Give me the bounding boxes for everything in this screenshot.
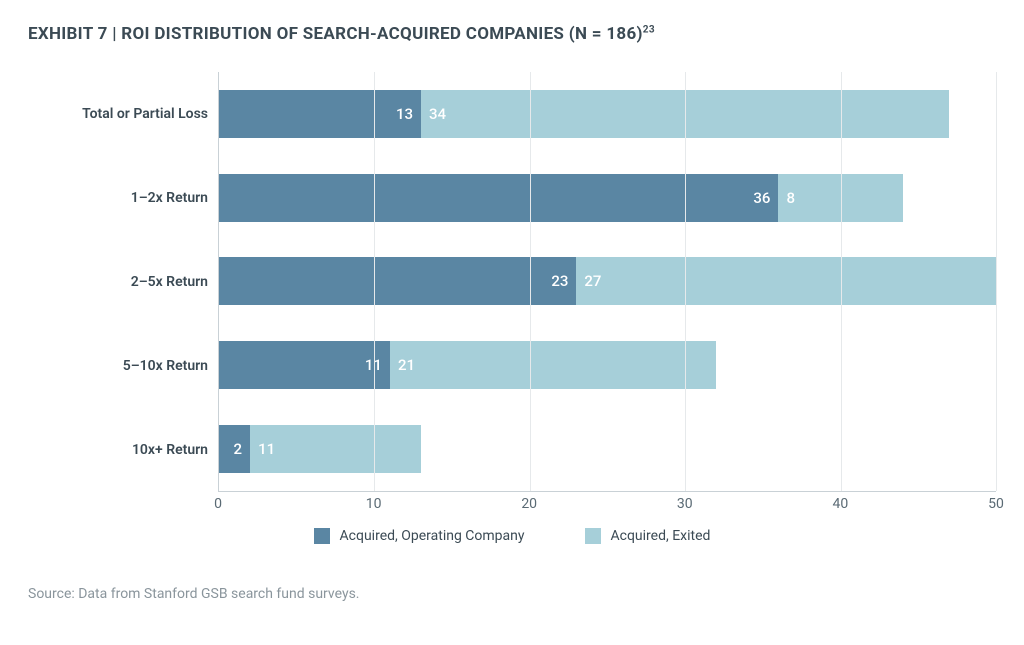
grid-line (374, 72, 375, 491)
exhibit-title: EXHIBIT 7 | ROI DISTRIBUTION OF SEARCH-A… (28, 24, 996, 44)
y-axis-label: 1–2x Return (131, 188, 208, 208)
source-note: Source: Data from Stanford GSB search fu… (28, 586, 996, 602)
bar-segment-operating: 11 (219, 341, 390, 389)
x-tick-label: 50 (988, 496, 1004, 512)
grid-line (841, 72, 842, 491)
bar-segment-operating: 13 (219, 90, 421, 138)
bar-row: 368 (219, 174, 996, 222)
bar-segment-operating: 36 (219, 174, 778, 222)
bar-segment-operating: 23 (219, 257, 576, 305)
title-footnote: 23 (643, 24, 655, 35)
legend: Acquired, Operating Company Acquired, Ex… (28, 528, 996, 544)
title-text: EXHIBIT 7 | ROI DISTRIBUTION OF SEARCH-A… (28, 24, 643, 44)
y-axis-label: 5–10x Return (123, 356, 208, 376)
roi-chart: Total or Partial Loss 1–2x Return 2–5x Ret… (28, 72, 996, 544)
legend-label-operating: Acquired, Operating Company (340, 528, 525, 544)
plot-area: 133436823271121211 (218, 72, 996, 492)
bar-row: 1334 (219, 90, 996, 138)
y-axis-label: 2–5x Return (131, 272, 208, 292)
y-axis-labels: Total or Partial Loss 1–2x Return 2–5x Ret… (28, 72, 218, 492)
legend-swatch-exited (585, 528, 601, 544)
x-tick-label: 20 (521, 496, 537, 512)
grid-line (685, 72, 686, 491)
x-axis: 01020304050 (218, 492, 996, 514)
y-axis-label: 10x+ Return (132, 440, 208, 460)
grid-line (996, 72, 997, 491)
bar-segment-exited: 21 (390, 341, 716, 389)
x-tick-label: 30 (677, 496, 693, 512)
x-tick-label: 10 (366, 496, 382, 512)
y-axis-label: Total or Partial Loss (82, 104, 208, 124)
legend-label-exited: Acquired, Exited (611, 528, 711, 544)
bar-segment-exited: 27 (576, 257, 996, 305)
legend-item-exited: Acquired, Exited (585, 528, 711, 544)
chart-area: Total or Partial Loss 1–2x Return 2–5x Ret… (28, 72, 996, 492)
bar-segment-exited: 11 (250, 425, 421, 473)
bar-row: 2327 (219, 257, 996, 305)
x-tick-label: 0 (214, 496, 222, 512)
bar-segment-operating: 2 (219, 425, 250, 473)
bar-row: 211 (219, 425, 996, 473)
x-tick-label: 40 (833, 496, 849, 512)
grid-line (530, 72, 531, 491)
bar-row: 1121 (219, 341, 996, 389)
legend-item-operating: Acquired, Operating Company (314, 528, 525, 544)
legend-swatch-operating (314, 528, 330, 544)
bars-container: 133436823271121211 (219, 72, 996, 491)
